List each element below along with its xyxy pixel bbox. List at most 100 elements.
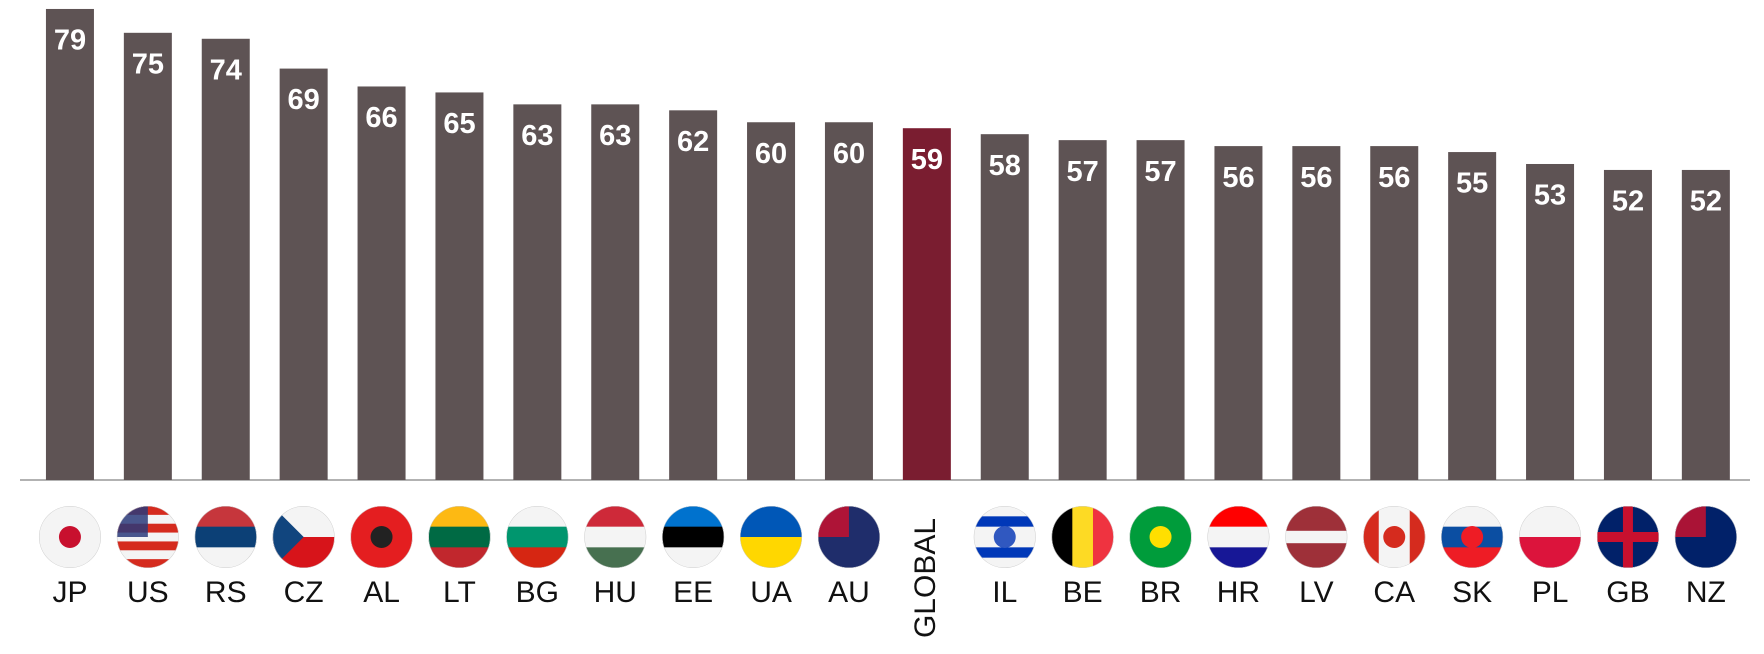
flag — [740, 506, 803, 568]
x-tick-label: HU — [594, 576, 637, 609]
value-label: 69 — [288, 84, 320, 116]
flag — [584, 506, 647, 568]
flag-emblem — [1461, 526, 1484, 548]
flag-emblem — [1383, 526, 1406, 548]
value-label: 58 — [989, 150, 1021, 182]
x-tick-label: LV — [1299, 576, 1333, 609]
value-label: 60 — [833, 138, 865, 170]
bar — [45, 8, 94, 481]
flag — [1363, 506, 1426, 568]
value-label: 53 — [1534, 180, 1566, 212]
value-label: 52 — [1690, 186, 1722, 218]
flag-stripe — [1092, 506, 1114, 568]
x-tick-label: US — [127, 576, 169, 609]
bar — [1058, 140, 1107, 480]
flag-emblem — [370, 526, 393, 548]
bar — [1214, 146, 1263, 480]
x-tick-label: LT — [443, 576, 476, 609]
flag-stripe — [973, 506, 1036, 517]
flag-stripe — [428, 526, 491, 548]
flag-stripe — [428, 506, 491, 528]
flag-stripe — [506, 547, 569, 568]
bar — [902, 128, 951, 480]
flag — [350, 506, 413, 568]
flag-stripe — [194, 526, 257, 548]
flag — [817, 506, 880, 568]
flag-stripe — [1441, 547, 1504, 568]
value-label: 75 — [132, 48, 164, 80]
flag-stripe — [662, 547, 725, 568]
x-tick-label: EE — [673, 576, 713, 609]
flag-stripe — [1051, 506, 1073, 568]
flag-stripe — [194, 547, 257, 568]
flag-triangle — [272, 506, 304, 568]
bar — [279, 68, 328, 481]
bar — [824, 122, 873, 480]
flag-emblem — [1149, 526, 1172, 548]
bar — [591, 104, 640, 481]
flag-emblem — [58, 526, 81, 548]
flag-stripe — [1409, 506, 1426, 568]
flag — [506, 506, 569, 568]
value-label: 52 — [1612, 186, 1644, 218]
flag-stripe — [428, 547, 491, 568]
value-label: 56 — [1300, 162, 1332, 194]
x-tick-label: AL — [363, 576, 400, 609]
bar — [1603, 169, 1652, 480]
value-label: 57 — [1067, 156, 1099, 188]
flag-stripe — [662, 526, 725, 548]
flag — [38, 506, 101, 568]
x-tick-label: AU — [828, 576, 870, 609]
flag-stripe — [662, 506, 725, 528]
flag — [272, 506, 335, 568]
flag-stripe — [584, 547, 647, 568]
bar — [435, 92, 484, 480]
x-tick-label: BR — [1140, 576, 1182, 609]
x-tick-label: CA — [1373, 576, 1415, 609]
bar — [513, 104, 562, 481]
flag-stripe — [1285, 518, 1348, 532]
x-tick-label: PL — [1532, 576, 1569, 609]
x-tick-label: RS — [205, 576, 247, 609]
x-tick-label: NZ — [1686, 576, 1726, 609]
value-label: 60 — [755, 138, 787, 170]
flag-stripe — [1441, 506, 1504, 528]
flag — [1129, 506, 1192, 568]
flag-stripe — [506, 506, 569, 528]
bar — [747, 122, 796, 480]
bar — [201, 38, 250, 481]
flag-stripe — [740, 506, 803, 538]
value-label: 63 — [521, 120, 553, 152]
value-label: 63 — [599, 120, 631, 152]
flag-stripe — [1285, 543, 1348, 557]
value-label: 62 — [677, 126, 709, 158]
value-label: 56 — [1222, 162, 1254, 194]
x-tick-label: BE — [1063, 576, 1103, 609]
bar — [357, 86, 406, 480]
flag — [1207, 506, 1270, 568]
flag-stripe — [584, 506, 647, 528]
flag-stripe — [1207, 506, 1270, 528]
flag — [1441, 506, 1504, 568]
flag-stripe — [506, 526, 569, 548]
flag-stripe — [116, 532, 179, 542]
bar — [1370, 146, 1419, 480]
value-label: 59 — [911, 144, 943, 176]
bar — [1448, 152, 1497, 480]
flag-stripe — [1207, 547, 1270, 568]
bar — [669, 110, 718, 480]
x-tick-label: GLOBAL — [909, 518, 942, 638]
flag — [194, 506, 257, 568]
x-tick-label: CZ — [284, 576, 324, 609]
x-tick-label: SK — [1452, 576, 1492, 609]
x-tick-label: UA — [750, 576, 792, 609]
value-label: 55 — [1456, 168, 1488, 200]
value-label: 74 — [210, 54, 242, 86]
bar — [1292, 146, 1341, 480]
x-tick-label: JP — [52, 576, 87, 609]
bar — [980, 134, 1029, 481]
flag-stripe — [1285, 530, 1348, 544]
flag — [973, 506, 1036, 568]
flag-emblem — [993, 526, 1016, 548]
